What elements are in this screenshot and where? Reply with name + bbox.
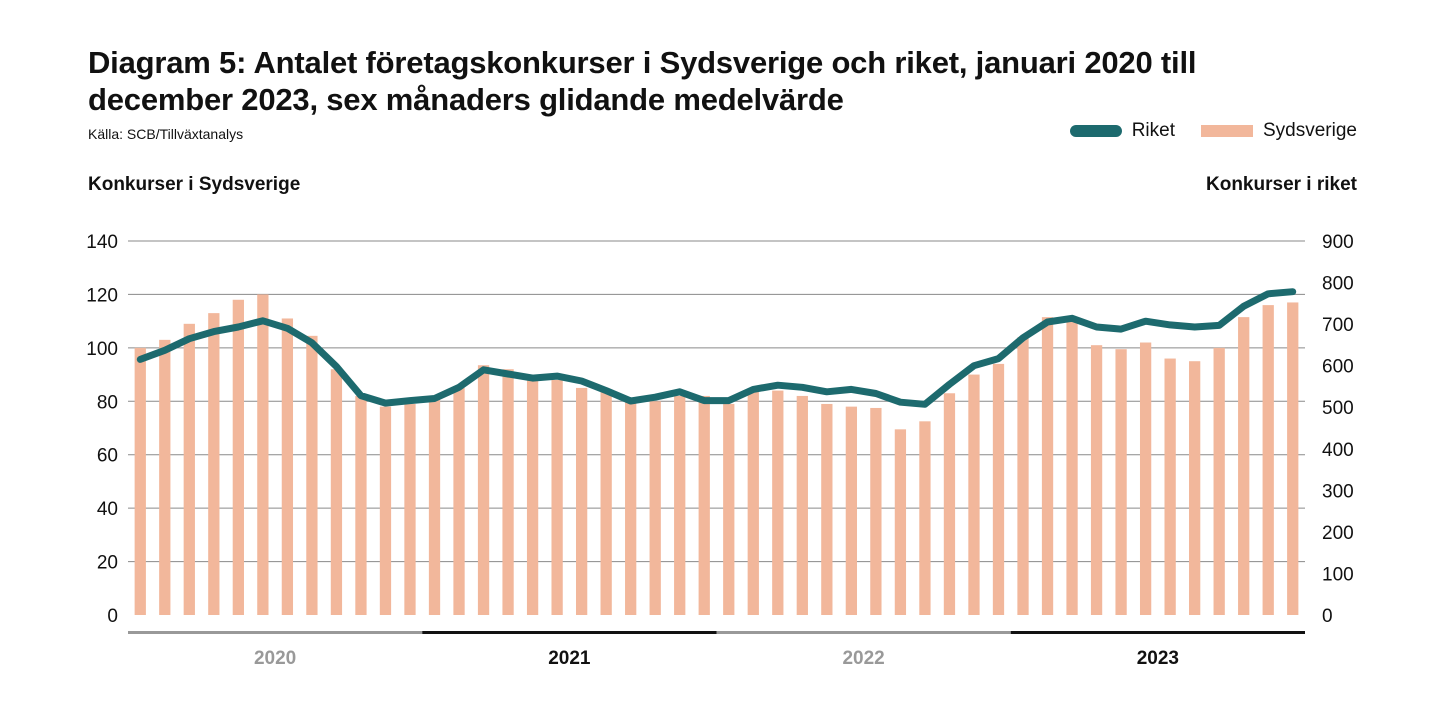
bar-sydsverige xyxy=(306,335,318,615)
bar-sydsverige xyxy=(1017,337,1029,615)
right-tick-label: 200 xyxy=(1322,523,1354,544)
left-tick-label: 20 xyxy=(97,553,118,574)
bar-sydsverige xyxy=(477,365,490,615)
bar-sydsverige xyxy=(355,395,367,615)
bar-sydsverige xyxy=(1115,349,1127,615)
bar-sydsverige xyxy=(625,398,637,615)
line-riket xyxy=(136,288,1297,408)
bar-sydsverige xyxy=(968,374,980,615)
bar-sydsverige xyxy=(526,377,539,615)
legend-label-riket: Riket xyxy=(1131,120,1175,141)
bar-sydsverige xyxy=(257,294,269,615)
bar-sydsverige xyxy=(183,323,195,615)
right-tick-label: 700 xyxy=(1322,315,1354,336)
left-tick-label: 120 xyxy=(86,285,118,306)
bar-sydsverige xyxy=(575,387,588,615)
source-note: Källa: SCB/Tillväxtanalys xyxy=(88,126,244,142)
bar-sydsverige xyxy=(649,401,661,615)
bar-sydsverige xyxy=(453,387,465,615)
chart-title: Diagram 5: Antalet företagskonkurser i S… xyxy=(88,45,1197,117)
bar-sydsverige xyxy=(919,421,931,615)
bar-sydsverige xyxy=(379,406,392,615)
bar-sydsverige xyxy=(796,395,808,615)
right-tick-label: 800 xyxy=(1322,274,1354,295)
bar-sydsverige xyxy=(404,403,416,615)
left-axis-title: Konkurser i Sydsverige xyxy=(88,174,301,195)
bar-sydsverige xyxy=(1213,347,1225,615)
legend-item-sydsverige: Sydsverige xyxy=(1201,120,1357,142)
year-band-line xyxy=(1010,631,1305,634)
bar-sydsverige xyxy=(1238,317,1250,615)
bar-sydsverige xyxy=(845,406,858,615)
bar-sydsverige xyxy=(1041,317,1054,615)
bar-sydsverige xyxy=(134,347,146,615)
bar-sydsverige xyxy=(1189,361,1201,615)
bar-sydsverige xyxy=(502,369,514,615)
year-label: 2023 xyxy=(1137,648,1179,669)
year-label: 2020 xyxy=(254,648,296,669)
right-axis-title: Konkurser i riket xyxy=(1206,174,1357,195)
right-tick-label: 0 xyxy=(1322,606,1333,627)
legend-line-swatch xyxy=(1069,125,1122,137)
right-tick-label: 100 xyxy=(1322,564,1354,585)
bar-sydsverige xyxy=(1090,345,1103,615)
left-tick-label: 80 xyxy=(97,392,118,413)
bar-sydsverige xyxy=(674,395,686,615)
year-label: 2022 xyxy=(842,648,884,669)
left-tick-label: 40 xyxy=(97,499,118,520)
bar-sydsverige xyxy=(723,403,735,615)
bar-sydsverige xyxy=(159,339,171,615)
bar-sydsverige xyxy=(772,390,784,615)
bar-sydsverige xyxy=(747,390,759,615)
year-label: 2021 xyxy=(548,648,591,669)
bar-sydsverige xyxy=(1139,342,1152,615)
right-tick-label: 300 xyxy=(1322,481,1354,502)
bar-sydsverige xyxy=(1066,321,1078,615)
bar-sydsverige xyxy=(943,393,956,615)
bar-sydsverige xyxy=(232,299,244,615)
bar-sydsverige xyxy=(1287,302,1299,615)
bar-sydsverige xyxy=(208,313,220,615)
bar-sydsverige xyxy=(894,429,907,615)
bar-sydsverige xyxy=(992,363,1005,615)
bar-sydsverige xyxy=(870,407,882,615)
left-tick-label: 0 xyxy=(107,606,118,627)
year-band-line xyxy=(716,631,1011,634)
bar-sydsverige xyxy=(551,379,563,615)
year-band-line xyxy=(128,631,423,634)
bar-sydsverige xyxy=(821,403,833,615)
left-tick-label: 60 xyxy=(97,446,118,467)
right-tick-label: 500 xyxy=(1322,398,1354,419)
legend-bar-swatch xyxy=(1201,125,1253,137)
bar-sydsverige xyxy=(428,398,441,615)
legend-label-sydsverige: Sydsverige xyxy=(1263,120,1357,141)
year-band-line xyxy=(422,631,717,634)
bar-sydsverige xyxy=(1164,358,1176,615)
right-tick-label: 900 xyxy=(1322,232,1354,253)
bar-sydsverige xyxy=(330,369,343,615)
left-tick-label: 140 xyxy=(86,232,118,253)
bar-sydsverige xyxy=(698,395,710,615)
legend-item-riket: Riket xyxy=(1069,120,1175,142)
left-tick-label: 100 xyxy=(86,339,118,360)
bar-sydsverige xyxy=(1262,305,1274,615)
right-tick-label: 600 xyxy=(1322,357,1354,378)
legend: Riket Sydsverige xyxy=(1044,120,1357,142)
bar-sydsverige xyxy=(600,390,612,615)
right-tick-label: 400 xyxy=(1322,440,1354,461)
bar-sydsverige xyxy=(281,318,294,615)
